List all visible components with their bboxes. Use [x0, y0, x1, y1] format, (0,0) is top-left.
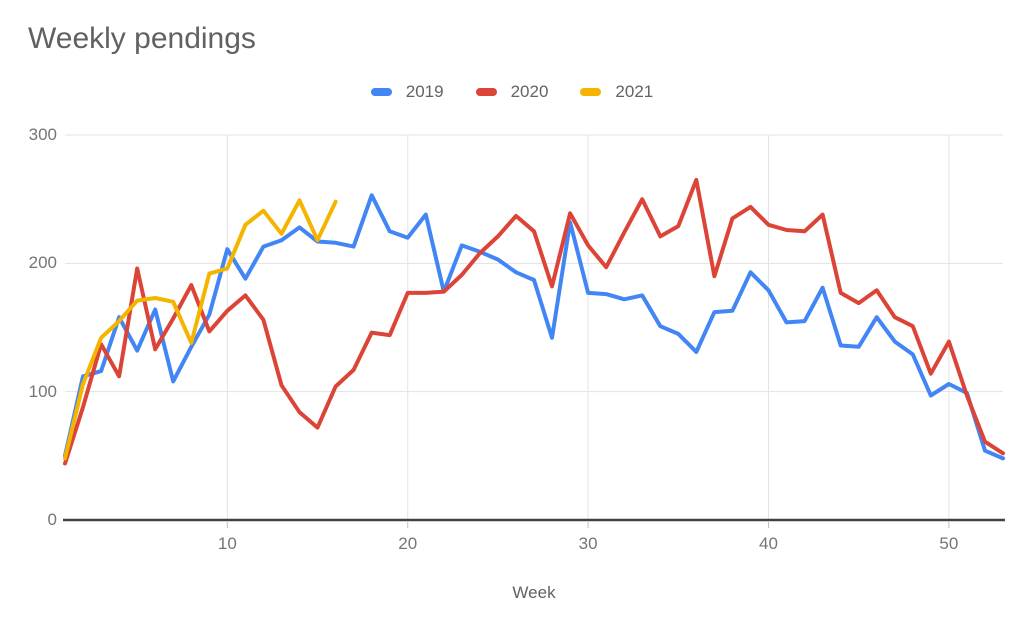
series-line-2020 [63, 177, 1005, 466]
legend-item-2021[interactable]: 2021 [580, 82, 653, 102]
y-tick-label-100: 100 [28, 381, 57, 401]
chart-title: Weekly pendings [28, 22, 256, 55]
x-axis-title: Week [512, 583, 556, 602]
x-tick-label-10: 10 [217, 534, 237, 553]
x-tick-label-30: 30 [578, 534, 598, 553]
x-tick-label-20: 20 [398, 534, 418, 553]
y-tick-label-0: 0 [47, 510, 57, 529]
legend-label-2019: 2019 [405, 82, 444, 101]
legend-label-2021: 2021 [615, 82, 654, 101]
series-line-2021 [63, 198, 338, 461]
legend-chip-2019 [370, 88, 392, 96]
legend-chip-2020 [475, 88, 497, 96]
y-tick-label-300: 300 [28, 125, 57, 144]
legend-label-2020: 2020 [510, 82, 549, 101]
x-tick-label-40: 40 [759, 534, 778, 553]
legend-chip-2021 [580, 88, 602, 96]
legend-item-2020[interactable]: 2020 [475, 82, 549, 102]
y-tick-label-200: 200 [28, 253, 57, 273]
x-tick-label-50: 50 [939, 534, 959, 553]
legend: 2019 2020 2021 [0, 80, 1024, 104]
legend-item-2019[interactable]: 2019 [370, 82, 444, 102]
